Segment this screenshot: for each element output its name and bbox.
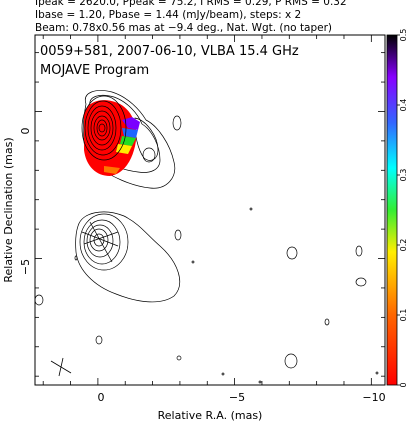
- colorbar-tick-label: 0.4: [399, 99, 408, 112]
- x-axis-title: Relative R.A. (mas): [158, 409, 263, 422]
- header-line-3: Beam: 0.78x0.56 mas at −9.4 deg., Nat. W…: [35, 22, 333, 34]
- chart-subtitle: MOJAVE Program: [40, 63, 149, 78]
- x-tick-label-1: −5: [229, 391, 245, 404]
- polarization-peak-purple: [122, 117, 140, 130]
- secondary-contours-inner: [79, 213, 129, 271]
- colorbar-tick-label: 0.2: [399, 239, 408, 252]
- noise-contours: [35, 115, 379, 384]
- axis-ticks: [35, 35, 385, 385]
- core-contours-inner: [81, 95, 127, 161]
- y-axis-title: Relative Declination (mas): [2, 137, 15, 282]
- jet-knot-contour: [142, 147, 156, 163]
- polarization-green: [120, 136, 136, 146]
- polarization-orange: [104, 166, 120, 174]
- plot-frame: [34, 34, 386, 386]
- image-layer: [35, 90, 379, 384]
- polarization-yellow: [116, 144, 132, 154]
- x-tick-label-0: 0: [98, 391, 105, 404]
- beam-cross-icon: [50, 357, 72, 377]
- colorbar-ticks: 0 0.1 0.2 0.3 0.4 0.5: [397, 29, 408, 388]
- colorbar-tick-label: 0: [399, 382, 408, 387]
- secondary-contour-outer: [75, 211, 181, 303]
- x-tick-label-2: −10: [362, 391, 385, 404]
- chart-title: 0059+581, 2007-06-10, VLBA 15.4 GHz: [40, 44, 299, 59]
- header-line-2: Ibase = 1.20, Pbase = 1.44 (mJy/beam), s…: [35, 9, 302, 21]
- colorbar-tick-label: 0.1: [399, 309, 408, 322]
- colorbar-tick-label: 0.3: [399, 169, 408, 182]
- colorbar-tick-label: 0.5: [399, 29, 408, 42]
- y-tick-label-1: −5: [19, 259, 32, 275]
- y-tick-label-0: 0: [19, 128, 32, 135]
- colorbar: [386, 34, 398, 386]
- header-line-1: Ipeak = 2620.0, Ppeak = 75.2, I RMS = 0.…: [35, 0, 347, 8]
